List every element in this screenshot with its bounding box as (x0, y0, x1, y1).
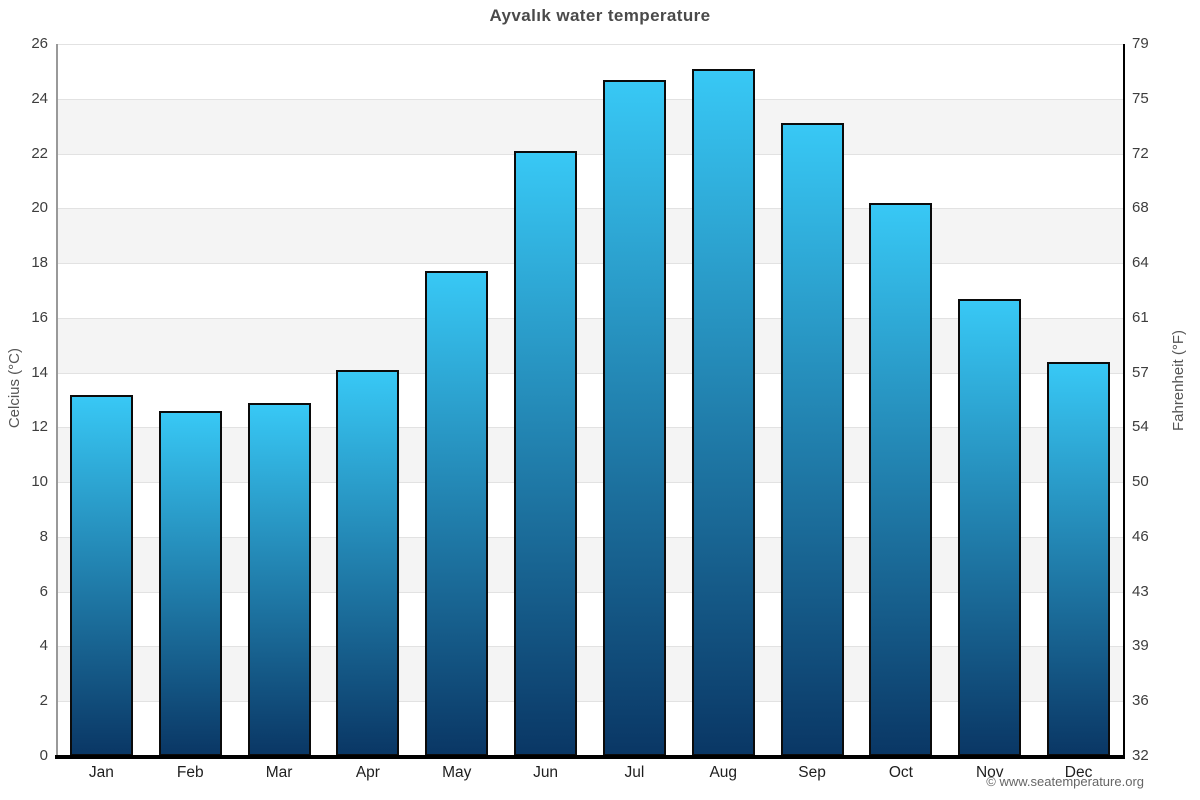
gridline (57, 263, 1123, 265)
y-tick-label-fahrenheit: 32 (1132, 747, 1149, 764)
y-tick-label-celsius: 4 (39, 637, 48, 655)
bar-apr (336, 369, 400, 756)
chart-title: Ayvalık water temperature (489, 6, 711, 25)
y-tick-label-fahrenheit: 64 (1132, 254, 1149, 272)
x-tick-label-jun: Jun (533, 764, 559, 781)
bar-nov (958, 298, 1022, 756)
gridline (57, 427, 1123, 429)
y-tick-label-celsius: 0 (39, 747, 48, 764)
gridline (57, 98, 1123, 100)
x-tick-label-oct: Oct (888, 764, 913, 781)
gridline (57, 482, 1123, 484)
y-tick-label-fahrenheit: 61 (1132, 308, 1149, 326)
x-tick-label-sep: Sep (798, 764, 826, 781)
gridline (57, 44, 1123, 45)
x-axis-line (55, 755, 1125, 759)
y-tick-label-celsius: 2 (39, 692, 48, 710)
bar-may (425, 271, 489, 756)
gridline (57, 536, 1123, 538)
y-tick-label-fahrenheit: 43 (1132, 582, 1149, 600)
y-tick-label-fahrenheit: 72 (1132, 144, 1149, 162)
y-tick-label-celsius: 10 (31, 473, 48, 491)
x-tick-label-aug: Aug (709, 764, 738, 781)
y-tick-label-fahrenheit: 75 (1132, 89, 1149, 107)
y-tick-label-fahrenheit: 50 (1132, 473, 1149, 491)
y-tick-label-fahrenheit: 54 (1132, 418, 1149, 436)
y-tick-label-celsius: 24 (31, 89, 48, 107)
y-axis-line-left (56, 44, 58, 756)
y-tick-label-celsius: 12 (31, 418, 48, 436)
x-tick-label-feb: Feb (176, 764, 204, 781)
y-tick-label-celsius: 20 (31, 199, 48, 217)
plot-band (57, 98, 1123, 154)
plot-band (57, 317, 1123, 373)
bar-jul (602, 79, 666, 756)
y-tick-label-fahrenheit: 46 (1132, 527, 1149, 545)
x-tick-label-jan: Jan (88, 764, 114, 781)
bar-aug (691, 68, 755, 756)
gridline (57, 591, 1123, 593)
bar-jun (514, 150, 578, 756)
y-tick-label-celsius: 22 (31, 144, 48, 162)
plot-band (57, 646, 1123, 702)
gridline (57, 317, 1123, 319)
y-tick-label-celsius: 26 (31, 35, 48, 52)
y-tick-label-fahrenheit: 79 (1132, 35, 1149, 52)
plot-band (57, 208, 1123, 264)
y-tick-label-celsius: 16 (31, 308, 48, 326)
y-tick-label-celsius: 6 (39, 582, 48, 600)
gridline (57, 208, 1123, 210)
y-axis-line-right (1123, 44, 1125, 756)
y-tick-label-fahrenheit: 36 (1132, 692, 1149, 710)
bar-dec (1047, 361, 1111, 756)
x-tick-label-apr: Apr (355, 764, 380, 781)
bar-sep (780, 123, 844, 756)
y-tick-label-celsius: 8 (39, 527, 48, 545)
plot-band (57, 427, 1123, 483)
y-tick-label-celsius: 14 (31, 363, 48, 381)
y-axis-title-fahrenheit: Fahrenheit (°F) (1170, 330, 1187, 432)
x-tick-label-dec: Dec (1064, 764, 1093, 781)
bar-feb (158, 410, 222, 756)
x-tick-label-jul: Jul (624, 764, 645, 781)
bar-mar (247, 402, 311, 756)
y-tick-label-fahrenheit: 57 (1132, 363, 1149, 381)
gridline (57, 372, 1123, 374)
gridline (57, 153, 1123, 155)
bar-jan (69, 394, 133, 756)
y-axis-title-celsius: Celcius (°C) (6, 348, 23, 429)
x-tick-label-nov: Nov (975, 764, 1004, 781)
gridline (57, 646, 1123, 648)
copyright-attribution: © www.seatemperature.org (986, 774, 1144, 789)
y-tick-label-celsius: 18 (31, 254, 48, 272)
y-tick-label-fahrenheit: 68 (1132, 199, 1149, 217)
x-tick-label-may: May (442, 764, 472, 781)
plot-band (57, 536, 1123, 592)
bar-oct (869, 202, 933, 756)
gridline (57, 701, 1123, 703)
y-tick-label-fahrenheit: 39 (1132, 637, 1149, 655)
x-tick-label-mar: Mar (265, 764, 293, 781)
